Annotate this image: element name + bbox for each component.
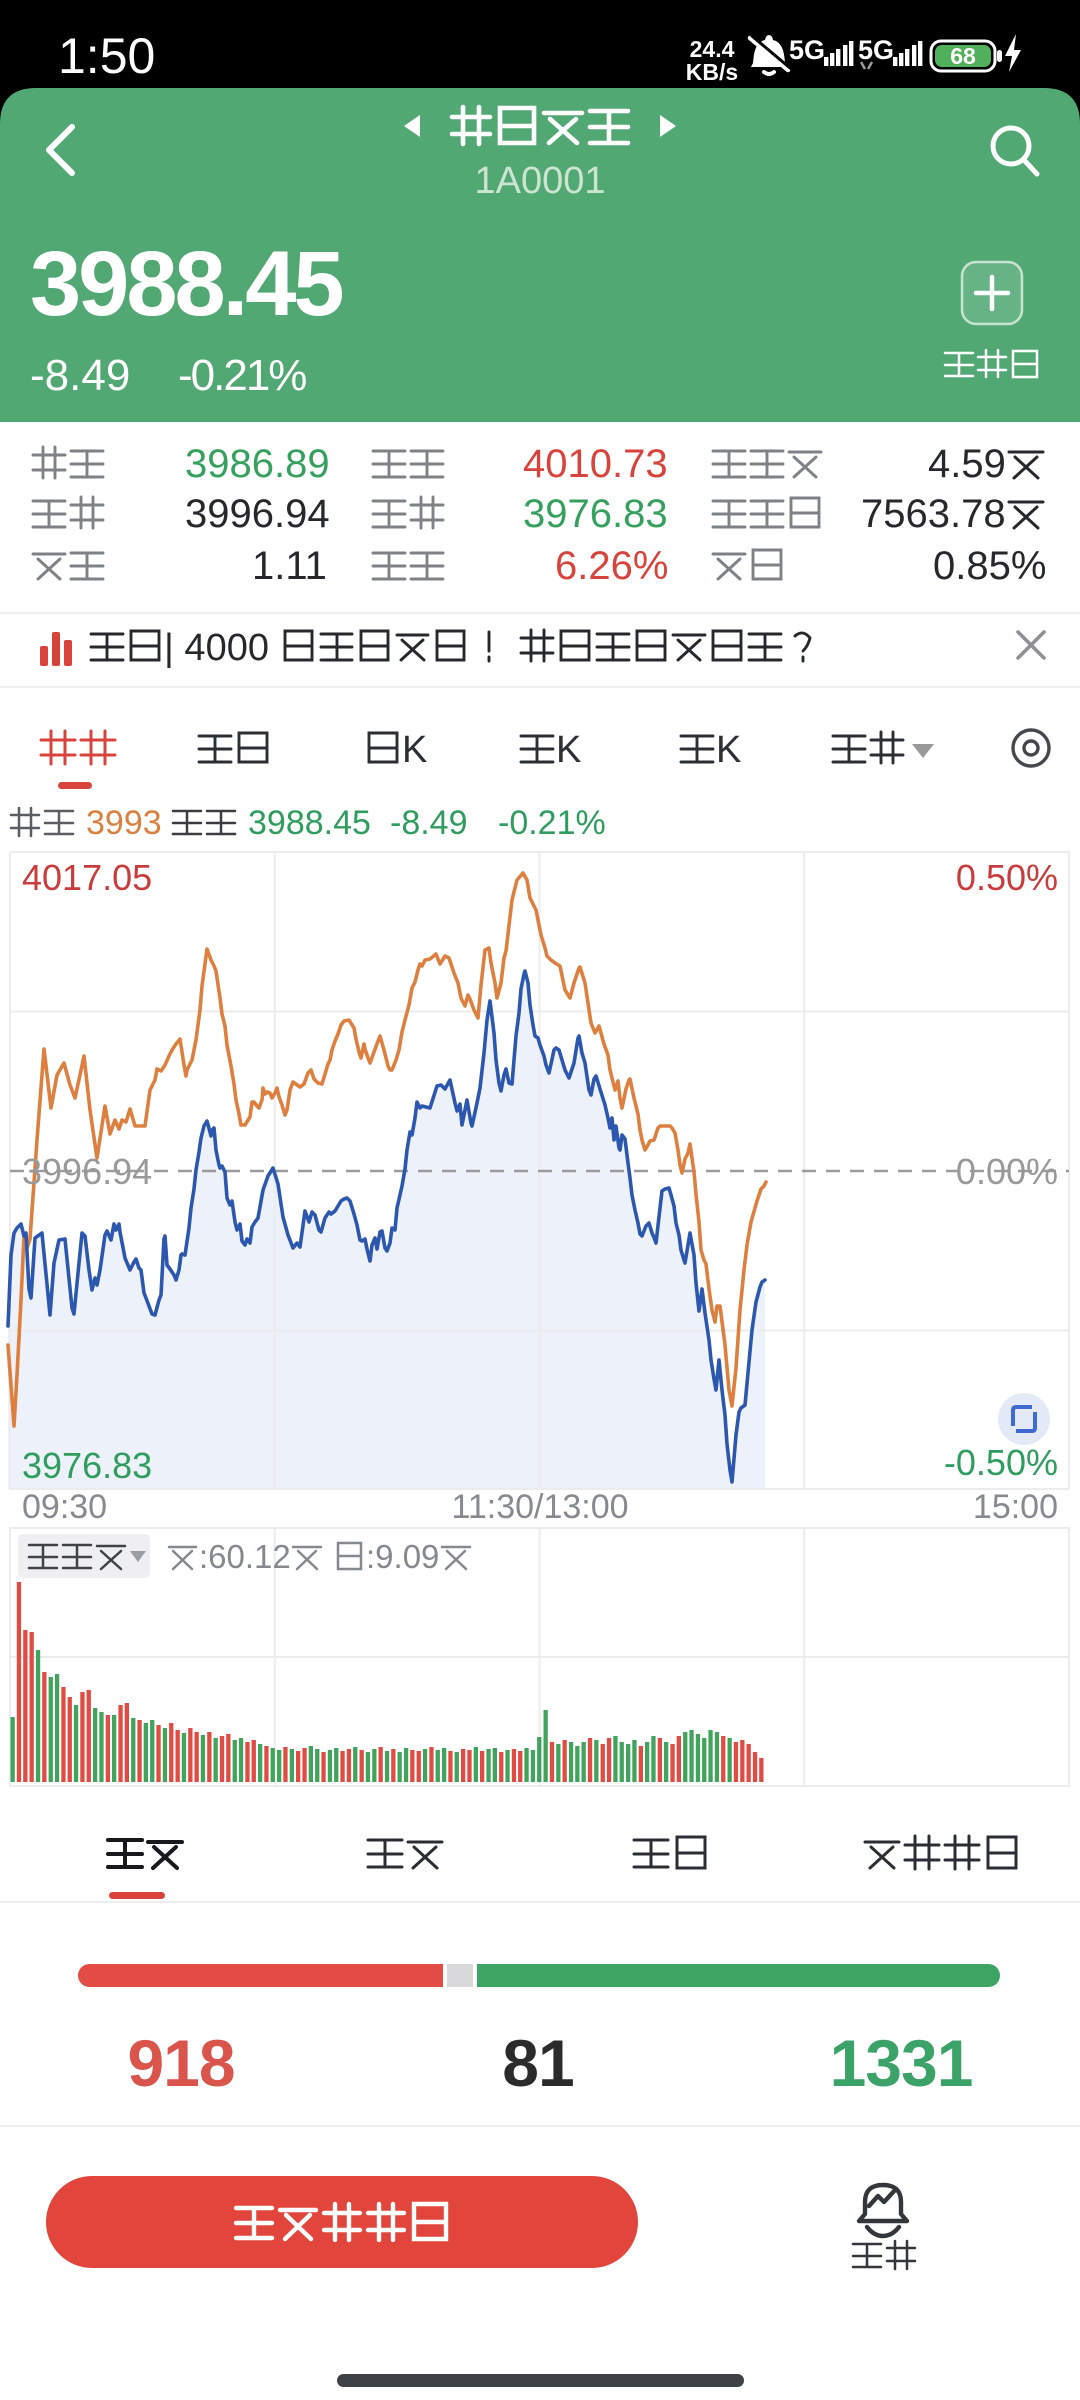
svg-text:4017.05: 4017.05: [22, 857, 152, 898]
svg-text:4.59: 4.59: [928, 442, 1006, 486]
svg-text:K: K: [402, 729, 427, 771]
svg-text:3993: 3993: [86, 804, 162, 842]
svg-text:KB/s: KB/s: [686, 59, 738, 85]
svg-text:4010.73: 4010.73: [523, 442, 668, 486]
svg-text:-0.21%: -0.21%: [178, 351, 306, 400]
svg-text:3986.89: 3986.89: [185, 442, 330, 486]
svg-text:5G: 5G: [858, 35, 894, 65]
svg-text:-0.50%: -0.50%: [944, 1442, 1058, 1483]
svg-text:7563.78: 7563.78: [861, 492, 1006, 536]
svg-text:5G: 5G: [789, 35, 825, 65]
svg-text:K: K: [556, 729, 581, 771]
svg-text:-0.21%: -0.21%: [498, 804, 606, 842]
svg-text:0.85%: 0.85%: [933, 544, 1046, 588]
svg-text:3976.83: 3976.83: [22, 1445, 152, 1486]
svg-text:0.50%: 0.50%: [956, 857, 1058, 898]
svg-text:81: 81: [502, 2026, 573, 2100]
svg-text:3988.45: 3988.45: [248, 804, 371, 842]
svg-text:1A0001: 1A0001: [474, 160, 605, 202]
svg-text::60.12: :60.12: [199, 1538, 291, 1575]
svg-text:09:30: 09:30: [22, 1488, 107, 1526]
svg-text:0.00%: 0.00%: [956, 1151, 1058, 1192]
svg-text:918: 918: [127, 2026, 234, 2100]
svg-text:6.26%: 6.26%: [555, 544, 668, 588]
svg-text:1:50: 1:50: [58, 28, 155, 84]
svg-text:15:00: 15:00: [973, 1488, 1058, 1526]
svg-text::9.09: :9.09: [366, 1538, 439, 1575]
svg-text:3996.94: 3996.94: [22, 1151, 152, 1192]
svg-text:-8.49: -8.49: [390, 804, 468, 842]
svg-text:3976.83: 3976.83: [523, 492, 668, 536]
svg-text:11:30/13:00: 11:30/13:00: [451, 1488, 628, 1526]
svg-text:K: K: [716, 729, 741, 771]
svg-text:| 4000: | 4000: [164, 627, 269, 669]
svg-text:3996.94: 3996.94: [185, 492, 330, 536]
svg-text:3988.45: 3988.45: [30, 233, 342, 335]
svg-text:1331: 1331: [830, 2026, 973, 2100]
svg-text:-8.49: -8.49: [30, 351, 130, 400]
svg-text:24.4: 24.4: [690, 36, 735, 62]
svg-text:68: 68: [950, 43, 976, 69]
svg-text:1.11: 1.11: [252, 544, 327, 588]
